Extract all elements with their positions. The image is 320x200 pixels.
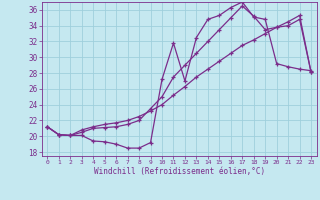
X-axis label: Windchill (Refroidissement éolien,°C): Windchill (Refroidissement éolien,°C) <box>94 167 265 176</box>
